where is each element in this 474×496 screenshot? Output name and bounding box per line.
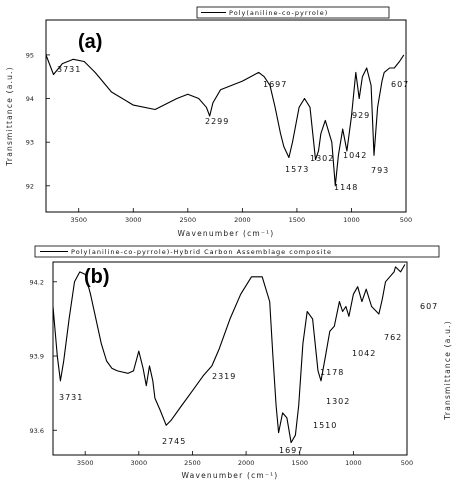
panel-b-legend-label: Poly(aniline-co-pyrrole)-Hybrid Carbon A… (71, 248, 332, 256)
panel-a-y-tick-label: 95 (26, 51, 34, 59)
panel-a-annotation-1302: 1302 (310, 154, 334, 163)
panel-b-annotation-1302: 1302 (326, 397, 350, 406)
panel-a-label: (a) (78, 31, 102, 53)
panel-b-annotation-1042: 1042 (352, 349, 376, 358)
panel-a-x-tick-label: 2000 (234, 216, 251, 224)
panel-b-legend: Poly(aniline-co-pyrrole)-Hybrid Carbon A… (34, 245, 440, 258)
panel-a: Poly(aniline-co-pyrrole) (a) 95 94 93 92 35… (5, 6, 412, 238)
panel-a-x-tick-label: 2500 (180, 216, 197, 224)
panel-a-annotation-1148: 1148 (334, 183, 358, 192)
panel-a-legend-label: Poly(aniline-co-pyrrole) (229, 9, 328, 17)
panel-a-x-tick-label: 3000 (125, 216, 142, 224)
panel-b-annotation-3731: 3731 (59, 393, 83, 402)
panel-b-annotation-1178: 1178 (320, 368, 344, 377)
panel-a-annotation-929: 929 (352, 111, 370, 120)
panel-a-x-ticks: 3500 3000 2500 2000 1500 1000 500 (70, 208, 412, 224)
panel-b-x-tick-label: 1000 (345, 459, 362, 467)
panel-a-annotation-793: 793 (371, 166, 389, 175)
panel-a-legend-box (196, 6, 390, 19)
panel-b-legend-box (34, 245, 440, 258)
panel-a-legend: Poly(aniline-co-pyrrole) (196, 6, 390, 19)
panel-a-x-tick-label: 3500 (70, 216, 87, 224)
panel-b-x-axis-title: Wavenumber (cm⁻¹) (182, 471, 279, 480)
panel-a-annotation-1573: 1573 (285, 165, 309, 174)
panel-a-x-axis-title: Wavenumber (cm⁻¹) (178, 229, 275, 238)
panel-b-x-tick-label: 1500 (291, 459, 308, 467)
panel-b-y-ticks: 94.2 93.9 93.6 (30, 278, 57, 435)
panel-a-x-tick-label: 500 (400, 216, 412, 224)
panel-a-series-line (45, 54, 405, 187)
panel-b-annotation-1510: 1510 (313, 421, 337, 430)
panel-b-label: (b) (84, 266, 110, 288)
panel-b-annotation-1697: 1697 (279, 446, 303, 455)
panel-a-annotation-1697: 1697 (263, 80, 287, 89)
panel-a-annotation-1042: 1042 (343, 151, 367, 160)
panel-a-y-tick-label: 92 (26, 182, 34, 190)
panel-b-y-axis-title: Transmittance (a.u.) (443, 320, 452, 421)
panel-b-annotation-2745: 2745 (162, 437, 186, 446)
panel-b-x-ticks: 3500 3000 2500 2000 1500 1000 500 (77, 451, 413, 467)
panel-a-frame (45, 19, 407, 213)
panel-b-annotation-607: 607 (420, 302, 438, 311)
panel-b-x-tick-label: 500 (401, 459, 413, 467)
panel-a-annotation-607: 607 (391, 80, 409, 89)
panel-a-y-axis-title: Transmittance (a.u.) (5, 66, 14, 167)
panel-b-y-tick-label: 93.6 (30, 427, 44, 435)
panel-b-x-tick-label: 2500 (184, 459, 201, 467)
panel-a-y-ticks: 95 94 93 92 (26, 51, 50, 190)
panel-a-annotation-3731: 3731 (57, 65, 81, 74)
panel-b-annotation-762: 762 (384, 333, 402, 342)
panel-b: Poly(aniline-co-pyrrole)-Hybrid Carbon A… (30, 245, 452, 480)
panel-b-x-tick-label: 3000 (131, 459, 148, 467)
panel-a-y-tick-label: 94 (26, 95, 34, 103)
panel-b-series-line (52, 264, 406, 444)
panel-a-x-tick-label: 1000 (343, 216, 360, 224)
panel-b-y-tick-label: 94.2 (30, 278, 44, 286)
panel-b-x-tick-label: 3500 (77, 459, 94, 467)
panel-a-y-tick-label: 93 (26, 139, 34, 147)
panel-b-x-tick-label: 2000 (238, 459, 255, 467)
panel-b-y-tick-label: 93.9 (30, 353, 44, 361)
panel-a-x-tick-label: 1500 (289, 216, 306, 224)
panel-a-annotation-2299: 2299 (205, 117, 229, 126)
panel-b-annotation-2319: 2319 (212, 372, 236, 381)
panel-b-frame (52, 261, 408, 456)
